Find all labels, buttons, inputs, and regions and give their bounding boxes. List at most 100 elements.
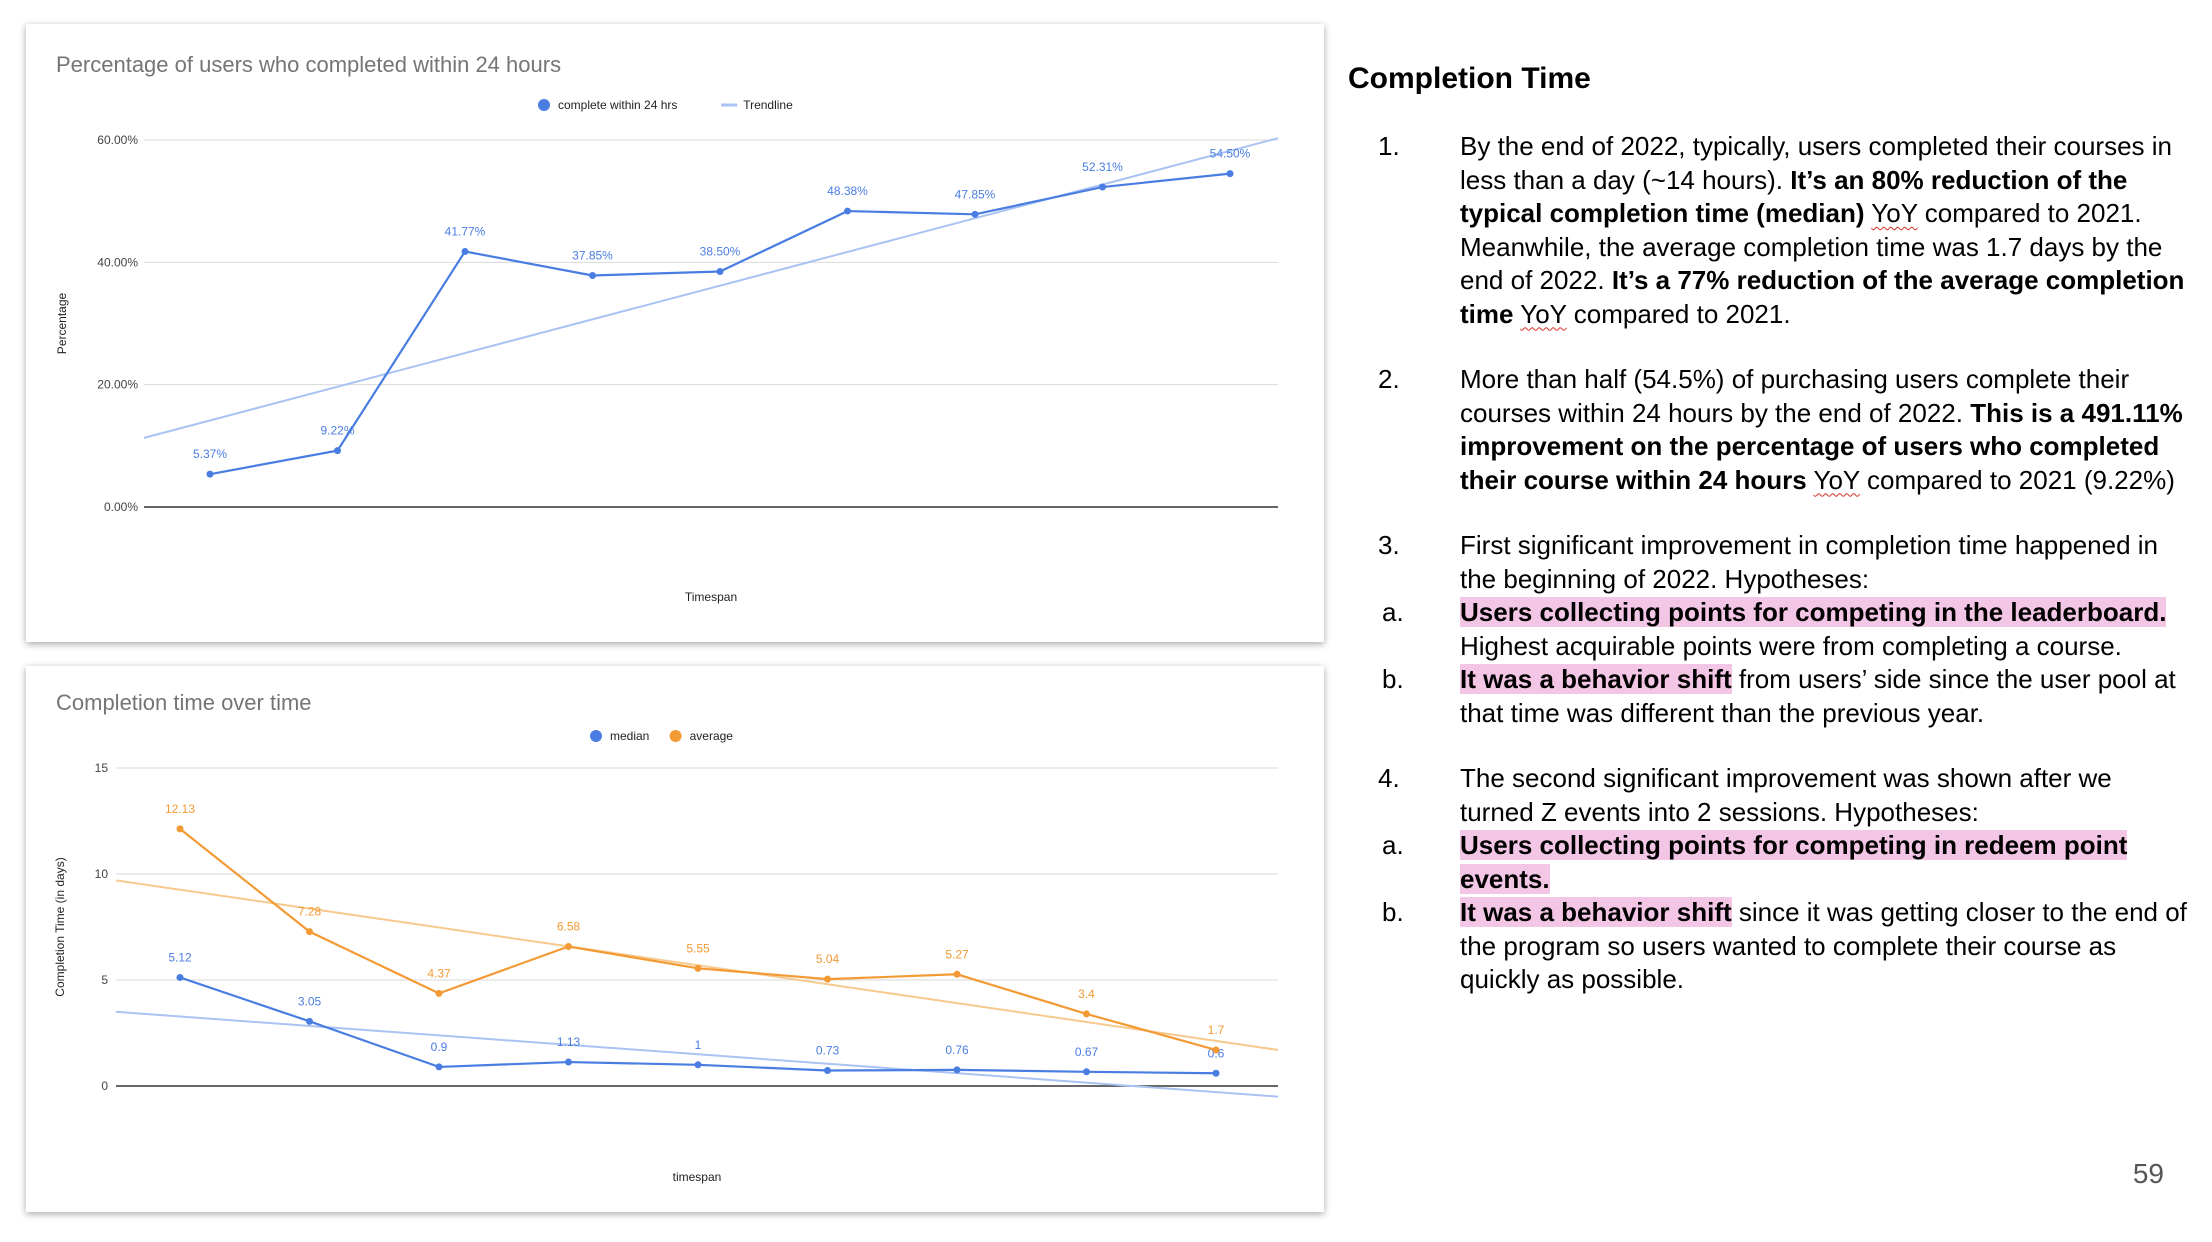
section-heading: Completion Time	[1348, 62, 1591, 95]
data-point	[1083, 1068, 1090, 1076]
data-point	[1099, 183, 1106, 191]
data-label: 4.37	[427, 966, 451, 980]
data-point	[1226, 170, 1234, 178]
data-point	[1083, 1010, 1090, 1018]
legend-label: Trendline	[743, 98, 793, 112]
data-point	[306, 928, 313, 936]
chart-completion-time: 15 10 5 0 Completion Time (in days) timespan m…	[53, 729, 1279, 1184]
trendline	[115, 1010, 1279, 1098]
sub-item: b. It was a behavior shift from users’ s…	[1350, 663, 2188, 730]
list-item: 3. First significant improvement in comp…	[1348, 529, 2188, 730]
sub-item: a. Users collecting points for competing…	[1350, 829, 2188, 896]
chart-card-completion-percentage: Percentage of users who completed within…	[26, 24, 1324, 642]
data-point	[694, 1061, 702, 1069]
y-tick-label: 5	[101, 973, 108, 987]
series-line	[209, 172, 1231, 476]
body-text: Highest acquirable points were from comp…	[1460, 630, 2122, 661]
legend-marker	[538, 99, 550, 111]
data-point	[971, 210, 979, 218]
list-item: 4. The second significant improvement wa…	[1348, 762, 2188, 997]
data-label: 5.12	[168, 950, 192, 964]
data-label: 3.4	[1078, 987, 1095, 1001]
data-point	[824, 975, 831, 983]
data-point	[206, 470, 214, 478]
data-label: 52.31%	[1082, 160, 1123, 174]
data-label: 0.76	[945, 1043, 969, 1057]
data-point	[176, 973, 184, 981]
trendline	[143, 137, 1279, 439]
data-label: 0.67	[1075, 1045, 1099, 1059]
chart-title: Percentage of users who completed within…	[56, 52, 562, 77]
spellcheck-word: YoY	[1871, 198, 1918, 228]
legend-label: complete within 24 hrs	[558, 98, 677, 112]
body-text: since it was getting closer to the end o…	[1460, 897, 2187, 994]
bold-text: It’s an 80% reduction of the typical com…	[1460, 164, 2128, 229]
y-tick-label: 60.00%	[97, 133, 138, 147]
spellcheck-word: YoY	[1520, 298, 1567, 329]
highlighted-text: It was a behavior shift	[1460, 897, 1732, 927]
data-label: 41.77%	[445, 225, 486, 239]
legend-label: median	[610, 729, 649, 743]
bold-text: This is a 491.11% improvement on the per…	[1460, 397, 2183, 495]
data-point	[1212, 1069, 1220, 1077]
list-item: 1. By the end of 2022, typically, users …	[1348, 130, 2188, 331]
sub-letter: a.	[1382, 597, 1404, 627]
data-label: 0.9	[431, 1040, 448, 1054]
data-point	[176, 825, 184, 833]
data-label: 6.58	[557, 920, 581, 934]
body-text: compared to 2021 (9.22%)	[1859, 464, 2175, 495]
legend-marker	[669, 730, 682, 742]
highlighted-text: It was a behavior shift	[1460, 664, 1732, 694]
data-label: 12.13	[165, 802, 195, 816]
data-label: 5.04	[816, 952, 840, 966]
data-label: 5.55	[686, 941, 710, 955]
highlighted-text: Users collecting points for competing in…	[1460, 830, 2128, 894]
data-label: 1.13	[557, 1035, 581, 1049]
page-number: 59	[2132, 1158, 2164, 1189]
data-label: 0.73	[816, 1044, 840, 1058]
sub-item: b. It was a behavior shift since it was …	[1350, 896, 2188, 997]
data-point	[306, 1017, 313, 1025]
data-point	[565, 1058, 572, 1066]
data-point	[435, 989, 443, 997]
chart-card-completion-time: Completion time over time 15 10 5 0 Completi…	[26, 666, 1324, 1212]
data-label: 3.05	[298, 994, 322, 1008]
data-label: 47.85%	[955, 187, 996, 201]
legend-label: average	[690, 729, 734, 743]
data-point	[716, 268, 724, 276]
x-axis-title: timespan	[673, 1170, 722, 1184]
body-text: More than half (54.5%) of purchasing use…	[1460, 364, 2130, 428]
data-point	[435, 1063, 443, 1071]
data-point	[589, 271, 596, 279]
data-point	[461, 248, 469, 256]
data-point	[694, 964, 702, 972]
data-label: 54.50%	[1210, 147, 1251, 161]
data-point	[953, 970, 961, 978]
data-point	[334, 447, 341, 455]
data-point	[1212, 1046, 1220, 1054]
data-label: 7.28	[298, 905, 322, 919]
data-label: 38.50%	[700, 245, 741, 259]
body-text: compared to 2021. Meanwhile, the average…	[1460, 198, 2163, 295]
chart-title: Completion time over time	[56, 690, 312, 715]
y-tick-label: 0	[101, 1079, 108, 1093]
data-point	[844, 207, 851, 215]
sub-letter: a.	[1382, 830, 1404, 860]
data-label: 5.37%	[193, 447, 227, 461]
series-line	[179, 827, 1217, 1052]
y-tick-label: 20.00%	[97, 378, 138, 392]
bold-text: It’s a 77% reduction of the average comp…	[1460, 265, 2185, 329]
list-item: 2. More than half (54.5%) of purchasing …	[1348, 363, 2188, 497]
list-number: 2.	[1378, 364, 1400, 394]
data-point	[565, 943, 572, 951]
chart-completion-percentage: 60.00% 40.00% 20.00% 0.00% Percentage Timespa…	[55, 98, 1279, 604]
data-label: 5.27	[945, 947, 969, 961]
sub-letter: b.	[1382, 897, 1404, 927]
data-label: 1.7	[1208, 1023, 1225, 1037]
text-panel: Completion Time 1. By the end of 2022, t…	[1348, 62, 2188, 1029]
list-number: 3.	[1378, 530, 1400, 560]
list-number: 4.	[1378, 763, 1400, 793]
sub-letter: b.	[1382, 664, 1404, 694]
x-axis-title: Timespan	[685, 590, 737, 604]
data-label: 1	[695, 1038, 702, 1052]
